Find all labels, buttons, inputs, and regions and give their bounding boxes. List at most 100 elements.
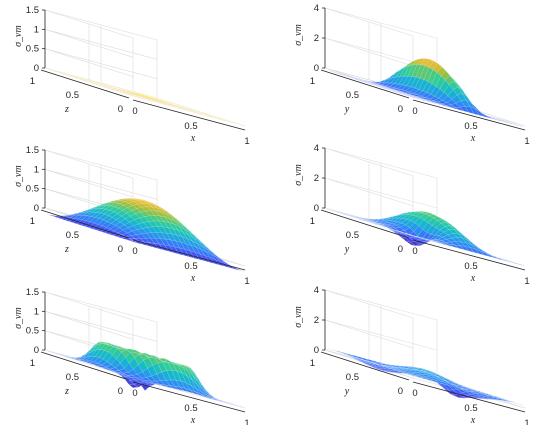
z-axis-label: σ_vm xyxy=(293,306,304,328)
x-axis-line xyxy=(132,239,246,271)
y-tick-label: 0.5 xyxy=(346,230,359,241)
z-tick-label: 1.5 xyxy=(26,5,39,16)
z-axis-label: σ_vm xyxy=(13,25,24,47)
x-tick-label: 0 xyxy=(132,388,137,399)
y-axis-line xyxy=(40,69,130,99)
z-axis-label: σ_vm xyxy=(13,165,24,187)
z-tick-label: 0.5 xyxy=(26,184,39,195)
z-tick-label: 0 xyxy=(314,345,319,356)
y-tick-label: 0 xyxy=(118,386,123,397)
surface-mesh xyxy=(44,198,246,272)
z-tick-label: 0.5 xyxy=(26,44,39,55)
z-tick-label: 0.5 xyxy=(26,326,39,337)
y-axis-line xyxy=(320,69,410,99)
surface-panel-1: 0 0.5 1 1.5 0 0.5 1 0 0.5 1 x z σ_vm xyxy=(13,5,250,147)
surface-panel-6: 0 2 4 0 0.5 1 0 0.5 1 x y σ_vm xyxy=(293,285,530,425)
x-tick-label: 0.5 xyxy=(184,403,197,414)
z-tick-label: 1 xyxy=(34,164,39,175)
x-tick-label: 0.5 xyxy=(184,261,197,272)
y-tick-label: 0.5 xyxy=(66,372,79,383)
x-tick-label: 0 xyxy=(412,246,417,257)
x-tick-label: 0.5 xyxy=(464,121,477,132)
z-tick-label: 2 xyxy=(314,173,319,184)
surface-panel-2: 0 2 4 0 0.5 1 0 0.5 1 x y σ_vm xyxy=(293,3,530,147)
surface-mesh xyxy=(324,58,526,128)
surface-patch xyxy=(235,268,246,272)
x-tick-label: 1 xyxy=(524,276,529,287)
x-axis-label: x xyxy=(470,273,476,284)
z-tick-label: 1.5 xyxy=(26,145,39,156)
surface-patch xyxy=(235,123,246,127)
y-tick-label: 0 xyxy=(118,104,123,115)
y-axis-line xyxy=(320,351,410,381)
surface-patch xyxy=(515,124,526,128)
surface-patch xyxy=(235,405,246,409)
z-tick-label: 1 xyxy=(34,24,39,35)
x-axis-label: x xyxy=(190,133,196,144)
z-axis-label: σ_vm xyxy=(293,24,304,46)
y-axis-label: z xyxy=(64,386,69,397)
x-tick-label: 1 xyxy=(244,418,249,425)
y-tick-label: 1 xyxy=(310,216,315,227)
surface-mesh xyxy=(44,341,246,409)
x-axis-line xyxy=(132,381,246,413)
y-tick-label: 0 xyxy=(398,386,403,397)
y-tick-label: 1 xyxy=(30,358,35,369)
surface-panel-5: 0 0.5 1 1.5 0 0.5 1 0 0.5 1 x z σ_vm xyxy=(13,287,250,425)
y-tick-label: 0 xyxy=(398,104,403,115)
x-tick-label: 1 xyxy=(524,136,529,147)
y-tick-label: 1 xyxy=(310,358,315,369)
z-axis-label: σ_vm xyxy=(293,164,304,186)
x-tick-label: 0.5 xyxy=(184,121,197,132)
z-tick-label: 0 xyxy=(34,63,39,74)
y-tick-label: 0.5 xyxy=(66,90,79,101)
y-axis-label: z xyxy=(64,244,69,255)
y-axis-line xyxy=(320,209,410,239)
y-tick-label: 0.5 xyxy=(66,230,79,241)
x-axis-line xyxy=(412,381,526,413)
y-axis-line xyxy=(40,351,130,381)
x-tick-label: 1 xyxy=(244,136,249,147)
x-tick-label: 0.5 xyxy=(464,261,477,272)
x-tick-label: 0 xyxy=(132,106,137,117)
x-tick-label: 0 xyxy=(412,106,417,117)
x-axis-label: x xyxy=(470,415,476,425)
z-tick-label: 4 xyxy=(314,3,319,14)
surface-panel-4: 0 2 4 0 0.5 1 0 0.5 1 x y σ_vm xyxy=(293,143,530,287)
surface-patch xyxy=(515,263,526,267)
y-axis-label: y xyxy=(344,244,350,255)
y-tick-label: 1 xyxy=(30,76,35,87)
x-tick-label: 0 xyxy=(412,388,417,399)
z-tick-label: 4 xyxy=(314,285,319,296)
z-tick-label: 0 xyxy=(34,203,39,214)
z-tick-label: 4 xyxy=(314,143,319,154)
y-tick-label: 1 xyxy=(30,216,35,227)
x-axis-label: x xyxy=(190,273,196,284)
z-axis-label: σ_vm xyxy=(13,307,24,329)
x-axis-line xyxy=(412,99,526,131)
x-axis-label: x xyxy=(190,415,196,425)
z-tick-label: 0 xyxy=(34,345,39,356)
surface-patch xyxy=(515,403,526,406)
x-tick-label: 1 xyxy=(244,276,249,287)
x-axis-label: x xyxy=(470,133,476,144)
surface-mesh xyxy=(44,67,246,127)
x-tick-label: 0.5 xyxy=(464,403,477,414)
y-tick-label: 0.5 xyxy=(346,90,359,101)
surface-panel-3: 0 0.5 1 1.5 0 0.5 1 0 0.5 1 x z σ_vm xyxy=(13,145,250,287)
z-tick-label: 1 xyxy=(34,306,39,317)
z-tick-label: 2 xyxy=(314,315,319,326)
surface-mesh xyxy=(324,207,526,267)
y-axis-line xyxy=(40,209,130,239)
z-tick-label: 2 xyxy=(314,33,319,44)
y-axis-label: y xyxy=(344,386,350,397)
x-tick-label: 0 xyxy=(132,246,137,257)
y-tick-label: 0.5 xyxy=(346,372,359,383)
x-axis-line xyxy=(132,99,246,131)
z-tick-label: 1.5 xyxy=(26,287,39,298)
z-tick-label: 0 xyxy=(314,63,319,74)
y-tick-label: 1 xyxy=(310,76,315,87)
y-axis-label: z xyxy=(64,104,69,115)
